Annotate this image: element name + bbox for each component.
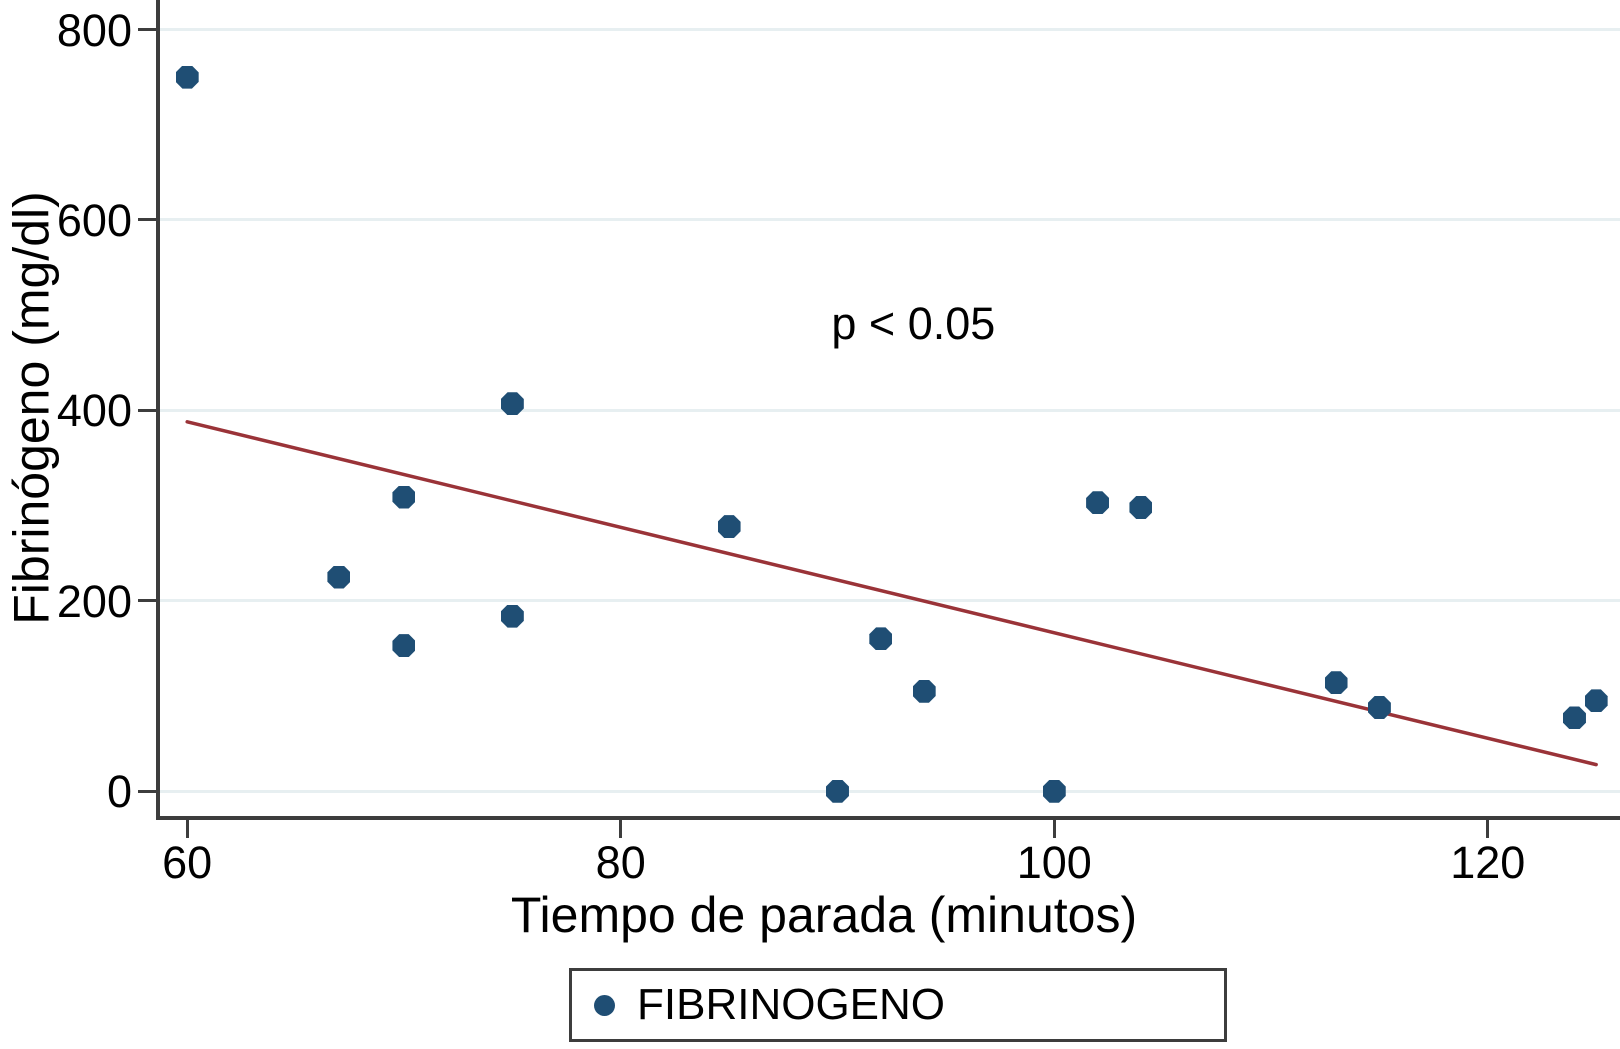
x-axis-title: Tiempo de parada (minutos) bbox=[510, 887, 1138, 943]
x-tick-60 bbox=[185, 820, 189, 838]
x-tick-label-100: 100 bbox=[1016, 837, 1092, 888]
y-tick-label-0: 0 bbox=[106, 766, 132, 818]
y-axis-title: Fibrinógeno (mg/dl) bbox=[3, 191, 60, 625]
x-tick-80 bbox=[619, 820, 623, 838]
y-tick-800 bbox=[138, 28, 156, 32]
data-point bbox=[392, 634, 416, 658]
data-point bbox=[717, 515, 741, 539]
y-tick-label-600: 600 bbox=[56, 194, 132, 246]
data-point bbox=[327, 565, 351, 589]
y-tick-200 bbox=[138, 599, 156, 603]
gridline-y-600 bbox=[159, 218, 1620, 222]
data-point bbox=[500, 604, 524, 628]
y-tick-400 bbox=[138, 408, 156, 412]
x-tick-label-120: 120 bbox=[1450, 837, 1526, 888]
x-tick-label-80: 80 bbox=[595, 837, 646, 888]
data-point bbox=[1562, 706, 1586, 730]
y-axis-line bbox=[156, 0, 160, 820]
data-point bbox=[1324, 671, 1348, 695]
x-tick-120 bbox=[1486, 820, 1490, 838]
gridline-y-800 bbox=[159, 28, 1620, 32]
y-tick-label-800: 800 bbox=[56, 4, 132, 56]
gridline-y-400 bbox=[159, 408, 1620, 412]
p-value-annotation: p < 0.05 bbox=[831, 297, 996, 349]
y-tick-600 bbox=[138, 218, 156, 222]
data-point bbox=[1086, 491, 1110, 515]
data-point bbox=[500, 392, 524, 416]
legend: FIBRINOGENO bbox=[569, 968, 1227, 1042]
data-point bbox=[1129, 496, 1153, 520]
data-point bbox=[1042, 779, 1066, 803]
gridline-y-200 bbox=[159, 599, 1620, 603]
data-point bbox=[175, 65, 199, 89]
legend-marker-icon bbox=[594, 994, 615, 1016]
x-axis-line bbox=[156, 816, 1620, 820]
y-tick-0 bbox=[138, 789, 156, 793]
x-tick-100 bbox=[1052, 820, 1056, 838]
data-point bbox=[1584, 689, 1608, 713]
y-tick-label-400: 400 bbox=[56, 385, 132, 437]
data-point bbox=[825, 779, 849, 803]
gridline-y-0 bbox=[159, 789, 1620, 793]
legend-label: FIBRINOGENO bbox=[637, 980, 946, 1029]
y-tick-label-200: 200 bbox=[56, 575, 132, 627]
data-point bbox=[912, 679, 936, 703]
data-point bbox=[392, 485, 416, 509]
data-point bbox=[869, 627, 893, 651]
data-point bbox=[1367, 695, 1391, 719]
x-tick-label-60: 60 bbox=[162, 837, 213, 888]
